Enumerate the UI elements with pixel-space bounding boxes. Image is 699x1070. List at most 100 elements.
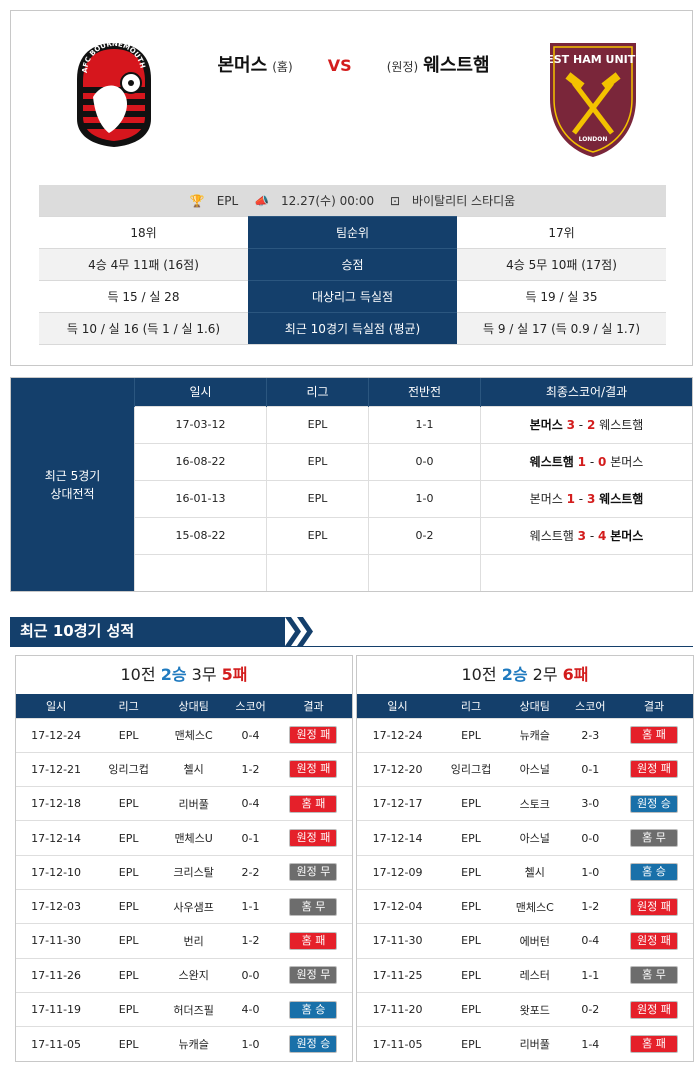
form-league: EPL [438,957,504,993]
away-team-name: 웨스트햄 [423,55,490,76]
form-opponent: 맨체스U [161,820,227,856]
form-opponent: 첼시 [503,854,566,890]
form-row: 17-12-09 EPL 첼시 1-0 홈 승 [357,854,693,890]
form-league: 잉리그컵 [438,751,504,787]
form-date: 17-12-24 [357,717,439,753]
form-opponent: 맨체스C [503,888,566,924]
form-score: 0-1 [226,820,275,856]
h2h-team1: 본머스 [529,418,563,432]
form-result: 홈 패 [274,786,352,821]
result-badge: 원정 무 [289,863,338,882]
h2h-title-line2: 상대전적 [50,486,95,501]
form-date: 17-11-05 [16,1026,97,1061]
stat-label: 승점 [248,247,457,280]
form-row: 17-12-04 EPL 맨체스C 1-2 원정 패 [357,888,693,924]
form-result: 원정 패 [614,923,693,959]
result-badge: 홈 무 [629,966,678,985]
summary-draws: 2무 [532,665,558,684]
h2h-team2: 본머스 [610,455,644,469]
result-badge: 원정 패 [629,1000,678,1019]
result-badge: 원정 무 [289,966,338,985]
h2h-half: 1-1 [368,405,481,443]
form-row: 17-12-14 EPL 맨체스U 0-1 원정 패 [16,820,352,856]
h2h-row: 15-08-22 EPL 0-2 웨스트햄 3 - 4 본머스 [134,516,692,554]
form-score: 0-0 [565,820,615,856]
match-title: 본머스 (홈) VS (원정) 웨스트햄 [161,51,546,81]
form-score: 0-4 [226,786,275,821]
col-score: 스코어 [226,694,275,718]
result-badge: 홈 승 [289,1000,338,1019]
form-score: 2-3 [565,717,615,753]
form-league: EPL [96,957,162,993]
form-result: 홈 패 [614,1026,693,1061]
home-recent-form: 10전 2승 3무 5패 일시 리그 상대팀 스코어 결과 17-12-24 EP… [15,655,353,1062]
form-score: 0-4 [565,923,615,959]
form-league: EPL [438,888,504,924]
form-league: EPL [96,888,162,924]
form-score: 1-1 [565,957,615,993]
stat-row-goals: 득 15 / 실 28 대상리그 득실점 득 19 / 실 35 [39,279,666,312]
form-row: 17-11-05 EPL 뉴캐슬 1-0 원정 승 [16,1026,352,1061]
stat-away-value: 4승 5무 10패 (17점) [457,247,666,280]
form-date: 17-11-26 [16,957,97,993]
form-row: 17-11-26 EPL 스완지 0-0 원정 무 [16,957,352,993]
form-row: 17-11-19 EPL 허더즈필 4-0 홈 승 [16,991,352,1027]
form-opponent: 사우샘프 [161,888,227,924]
h2h-team1: 본머스 [529,492,563,506]
h2h-league: EPL [266,442,369,480]
home-tag: (홈) [272,60,293,74]
form-score: 0-0 [226,957,275,993]
form-date: 17-12-18 [16,786,97,821]
form-row: 17-12-24 EPL 뉴캐슬 2-3 홈 패 [357,717,693,753]
form-score: 0-2 [565,991,615,1027]
form-opponent: 첼시 [161,751,227,787]
form-date: 17-12-10 [16,854,97,890]
h2h-col-league: 리그 [266,378,369,406]
h2h-score2: 2 [586,418,596,432]
form-opponent: 허더즈필 [161,991,227,1027]
h2h-score2: 3 [586,492,596,506]
col-league: 리그 [96,694,162,718]
form-date: 17-12-20 [357,751,439,787]
form-opponent: 아스널 [503,751,566,787]
h2h-half: 1-0 [368,479,481,517]
form-result: 원정 패 [274,751,352,787]
form-row: 17-12-21 잉리그컵 첼시 1-2 원정 패 [16,751,352,787]
vs-label: VS [327,56,352,75]
h2h-final: 본머스 1 - 3 웨스트햄 [480,479,692,517]
form-league: EPL [96,1026,162,1061]
summary-prefix: 10전 [120,665,156,684]
h2h-title-line1: 최근 5경기 [44,468,101,483]
h2h-empty-cell [368,553,481,591]
h2h-date: 16-01-13 [134,479,267,517]
stat-label: 대상리그 득실점 [248,279,457,312]
head-to-head-panel: 최근 5경기 상대전적 일시 리그 전반전 최종스코어/결과 17-03-12 EP… [10,377,693,592]
result-badge: 원정 패 [629,760,678,779]
result-badge: 원정 패 [629,897,678,916]
form-result: 원정 무 [274,957,352,993]
form-league: EPL [438,991,504,1027]
form-opponent: 번리 [161,923,227,959]
h2h-col-half: 전반전 [368,378,481,406]
h2h-score-sep: - [589,529,595,543]
result-badge: 홈 무 [629,829,678,848]
form-result: 원정 승 [614,786,693,821]
form-opponent: 에버턴 [503,923,566,959]
h2h-empty-cell [266,553,369,591]
h2h-col-result: 최종스코어/결과 [480,378,692,406]
form-score: 1-2 [565,888,615,924]
form-date: 17-11-05 [357,1026,439,1061]
result-badge: 원정 패 [629,931,678,950]
form-opponent: 뉴캐슬 [503,717,566,753]
col-score: 스코어 [565,694,615,718]
match-info-table: 🏆 EPL 📣 12.27(수) 00:00 ⊡ 바이탈리티 스타디움 18위 팀순위… [39,185,666,345]
form-result: 원정 패 [614,991,693,1027]
stat-label: 최근 10경기 득실점 (평균) [248,311,457,344]
h2h-empty-cell [480,553,692,591]
form-row: 17-12-03 EPL 사우샘프 1-1 홈 무 [16,888,352,924]
h2h-score-sep: - [578,418,584,432]
h2h-team2: 본머스 [610,529,644,543]
h2h-score1: 1 [577,455,587,469]
h2h-half: 0-0 [368,442,481,480]
section-divider [10,646,693,647]
